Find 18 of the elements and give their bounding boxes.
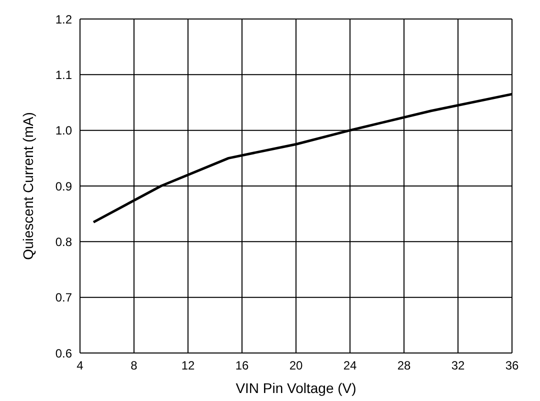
- x-tick-label: 28: [397, 358, 411, 373]
- x-tick-label: 20: [289, 358, 303, 373]
- y-tick-label: 0.9: [55, 179, 72, 194]
- x-tick-label: 32: [451, 358, 465, 373]
- y-tick-label: 0.6: [55, 346, 72, 360]
- x-tick-label: 12: [181, 358, 195, 373]
- y-tick-label: 0.8: [55, 234, 72, 249]
- y-tick-label: 1.0: [55, 124, 72, 138]
- y-tick-label: 1.1: [55, 68, 72, 82]
- x-tick-label: 8: [130, 358, 138, 373]
- y-tick-label: 0.7: [55, 290, 72, 305]
- x-tick-label: 36: [505, 358, 519, 373]
- x-tick-label: 16: [235, 358, 249, 373]
- x-tick-label: 4: [76, 358, 84, 373]
- x-axis-title: VIN Pin Voltage (V): [236, 380, 356, 396]
- x-tick-label: 24: [343, 358, 357, 373]
- y-tick-label: 1.2: [55, 12, 72, 26]
- y-axis-title: Quiescent Current (mA): [20, 112, 36, 260]
